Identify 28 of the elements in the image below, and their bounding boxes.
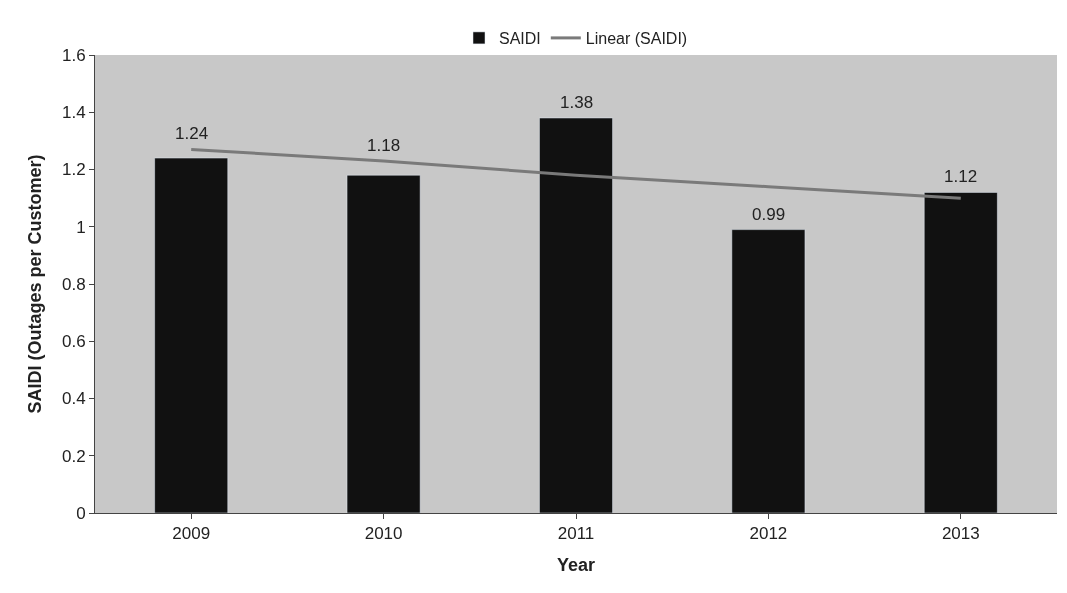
x-tick-label: 2010 <box>364 524 403 544</box>
y-tick-label: 1.2 <box>61 160 86 180</box>
x-axis-title: Year <box>556 554 596 575</box>
y-axis-title: SAIDI (Outages per Customer) <box>25 154 46 414</box>
bar <box>154 157 229 513</box>
y-tick-label: 1 <box>76 217 86 237</box>
x-tick-label: 2011 <box>557 524 595 544</box>
y-tick-label: 0.4 <box>61 389 86 409</box>
bar <box>923 192 998 513</box>
y-tick-label: 1.6 <box>61 45 86 65</box>
data-label: 1.38 <box>560 93 594 112</box>
y-tick-label: 0.2 <box>61 446 86 466</box>
data-label: 0.99 <box>752 205 786 224</box>
x-tick-label: 2013 <box>941 524 980 544</box>
y-tick-label: 0.6 <box>61 332 86 352</box>
x-tick-label: 2012 <box>749 524 788 544</box>
y-tick-label: 1.4 <box>61 103 86 123</box>
x-tick-label: 2009 <box>172 524 211 544</box>
bar <box>346 174 421 513</box>
legend-label: SAIDI <box>499 30 541 48</box>
y-tick-label: 0.8 <box>61 274 86 294</box>
bar <box>539 117 613 513</box>
y-tick-label: 0 <box>76 503 86 523</box>
data-label: 1.24 <box>175 124 209 143</box>
legend-label: Linear (SAIDI) <box>585 30 688 48</box>
data-label: 1.18 <box>367 136 401 155</box>
data-label: 1.12 <box>944 167 978 186</box>
bar <box>731 229 806 513</box>
